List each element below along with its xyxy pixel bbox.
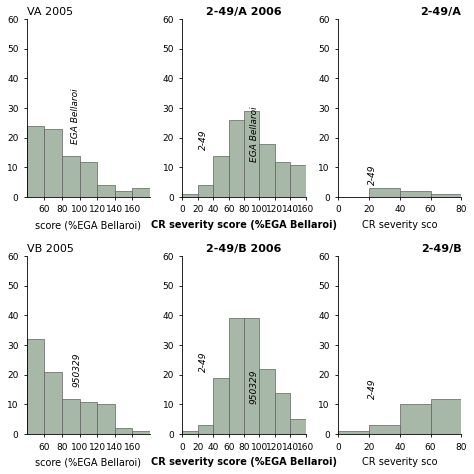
- X-axis label: CR severity score (%EGA Bellaroi): CR severity score (%EGA Bellaroi): [151, 457, 337, 467]
- Bar: [259, 144, 275, 197]
- Bar: [430, 194, 461, 197]
- X-axis label: CR severity sco: CR severity sco: [362, 220, 438, 230]
- Bar: [115, 191, 132, 197]
- Bar: [97, 185, 115, 197]
- Bar: [213, 378, 228, 434]
- Text: VA 2005: VA 2005: [27, 7, 73, 17]
- Bar: [62, 399, 80, 434]
- Bar: [461, 185, 474, 197]
- Bar: [198, 185, 213, 197]
- Bar: [461, 419, 474, 434]
- Text: 2-49: 2-49: [367, 378, 376, 399]
- Text: 950329: 950329: [249, 370, 258, 404]
- Text: 2-49: 2-49: [199, 129, 208, 150]
- Bar: [369, 188, 400, 197]
- X-axis label: score (%EGA Bellaroi): score (%EGA Bellaroi): [36, 457, 141, 467]
- Bar: [45, 372, 62, 434]
- Bar: [259, 369, 275, 434]
- X-axis label: score (%EGA Bellaroi): score (%EGA Bellaroi): [36, 220, 141, 230]
- Bar: [27, 339, 45, 434]
- Text: EGA Bellaroi: EGA Bellaroi: [249, 106, 258, 162]
- Bar: [400, 191, 430, 197]
- Bar: [338, 431, 369, 434]
- Bar: [306, 182, 321, 197]
- X-axis label: CR severity score (%EGA Bellaroi): CR severity score (%EGA Bellaroi): [151, 220, 337, 230]
- Bar: [97, 404, 115, 434]
- Bar: [62, 155, 80, 197]
- Bar: [275, 392, 290, 434]
- Bar: [132, 431, 150, 434]
- Bar: [27, 126, 45, 197]
- Bar: [45, 129, 62, 197]
- Bar: [115, 428, 132, 434]
- Bar: [132, 188, 150, 197]
- Text: EGA Bellaroi: EGA Bellaroi: [71, 88, 80, 144]
- Bar: [306, 431, 321, 434]
- Bar: [80, 401, 97, 434]
- Bar: [198, 425, 213, 434]
- Bar: [400, 404, 430, 434]
- Title: 2-49/B 2006: 2-49/B 2006: [206, 244, 282, 254]
- Text: VB 2005: VB 2005: [27, 244, 73, 254]
- Bar: [80, 162, 97, 197]
- Title: 2-49/A 2006: 2-49/A 2006: [206, 7, 282, 17]
- Bar: [290, 419, 306, 434]
- X-axis label: CR severity sco: CR severity sco: [362, 457, 438, 467]
- Bar: [369, 425, 400, 434]
- Text: 950329: 950329: [73, 352, 82, 387]
- Bar: [290, 164, 306, 197]
- Bar: [213, 155, 228, 197]
- Text: 2-49/B: 2-49/B: [421, 244, 461, 254]
- Bar: [275, 162, 290, 197]
- Text: 2-49: 2-49: [367, 165, 376, 185]
- Bar: [430, 399, 461, 434]
- Bar: [182, 194, 198, 197]
- Bar: [244, 111, 259, 197]
- Bar: [228, 120, 244, 197]
- Bar: [228, 319, 244, 434]
- Text: 2-49: 2-49: [199, 351, 208, 372]
- Text: 2-49/A: 2-49/A: [420, 7, 461, 17]
- Bar: [182, 431, 198, 434]
- Bar: [244, 319, 259, 434]
